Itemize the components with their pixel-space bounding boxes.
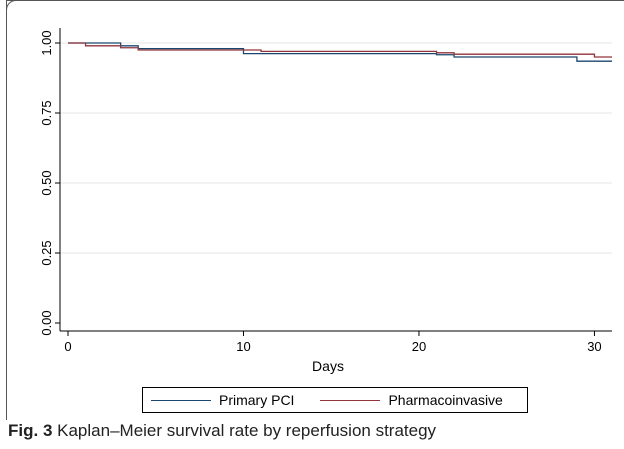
legend-swatch xyxy=(151,399,211,401)
y-tick-label: 0.00 xyxy=(39,310,54,335)
legend-item: Pharmacoinvasive xyxy=(320,392,503,408)
x-tick-label: 30 xyxy=(587,339,601,354)
y-tick-label: 1.00 xyxy=(39,30,54,55)
y-tick-label: 0.25 xyxy=(39,240,54,265)
caption-prefix: Fig. 3 xyxy=(8,421,53,440)
legend-swatch xyxy=(320,399,381,401)
series-line-pharmacoinvasive xyxy=(68,42,612,58)
x-tick-label: 0 xyxy=(64,339,71,354)
series-line-primary-pci xyxy=(68,42,612,62)
legend-label: Pharmacoinvasive xyxy=(388,392,503,408)
series-layer xyxy=(68,42,612,62)
legend: Primary PCI Pharmacoinvasive xyxy=(142,387,528,413)
x-axis-title: Days xyxy=(312,358,344,374)
grid-layer xyxy=(60,42,612,254)
y-tick-label: 0.50 xyxy=(39,170,54,195)
frame-corner xyxy=(6,0,21,15)
x-tick-label: 10 xyxy=(236,339,250,354)
legend-label: Primary PCI xyxy=(219,392,295,408)
figure-caption: Fig. 3 Kaplan–Meier survival rate by rep… xyxy=(8,421,436,441)
frame-border-top xyxy=(6,0,624,1)
y-tick-label: 0.75 xyxy=(39,100,54,125)
caption-text: Kaplan–Meier survival rate by reperfusio… xyxy=(57,421,437,440)
axes-layer: 0.00 0.25 0.50 0.75 1.00 0 10 20 30 xyxy=(39,28,612,354)
frame-border-left xyxy=(6,0,7,420)
x-tick-label: 20 xyxy=(412,339,426,354)
legend-item: Primary PCI xyxy=(151,392,294,408)
